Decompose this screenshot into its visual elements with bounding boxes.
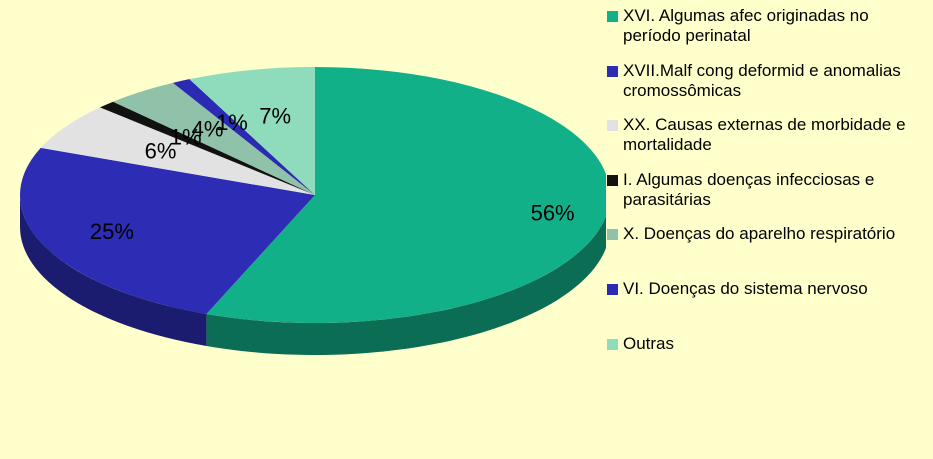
legend-item: I. Algumas doenças infecciosas e parasit… [607, 170, 929, 225]
data-label: 7% [259, 103, 291, 128]
legend-item: XVI. Algumas afec originadas no período … [607, 6, 929, 61]
pie-sides [20, 195, 606, 355]
slice-side [20, 195, 207, 347]
legend-item: XX. Causas externas de morbidade e morta… [607, 115, 929, 170]
legend-label: X. Doenças do aparelho respiratório [623, 224, 896, 244]
legend-item: X. Doenças do aparelho respiratório [607, 224, 929, 279]
legend-item: VI. Doenças do sistema nervoso [607, 279, 929, 334]
slice-side [206, 215, 606, 355]
legend-swatch [607, 283, 618, 295]
slice [172, 79, 315, 195]
data-label: 1% [216, 110, 248, 135]
data-label: 4% [192, 117, 224, 142]
legend-swatch [607, 174, 618, 186]
legend-swatch [607, 11, 618, 22]
legend-label: I. Algumas doenças infecciosas e parasit… [623, 169, 875, 209]
slice [206, 67, 606, 323]
slice [19, 147, 316, 315]
data-label: 56% [531, 200, 575, 225]
data-label: 25% [90, 219, 134, 244]
slice [40, 107, 315, 195]
slice [189, 67, 315, 195]
slice [113, 82, 316, 195]
legend-swatch [607, 65, 618, 77]
legend-swatch [607, 229, 618, 241]
legend-label: VI. Doenças do sistema nervoso [623, 278, 868, 298]
legend: XVI. Algumas afec originadas no período … [607, 6, 929, 388]
legend-swatch [607, 120, 618, 132]
legend-label: Outras [623, 333, 675, 353]
legend-item: XVII.Malf cong deformid e anomalias crom… [607, 61, 929, 116]
pie-area: 56%25%6%1%4%1% 7% [19, 67, 606, 355]
data-label: 6% [145, 138, 177, 163]
legend-label: XX. Causas externas de morbidade e morta… [623, 115, 906, 155]
legend-label: XVI. Algumas afec originadas no período … [623, 6, 869, 45]
slice [99, 101, 315, 195]
legend-swatch [607, 338, 618, 350]
legend-item: Outras [607, 334, 929, 389]
legend-label: XVII.Malf cong deformid e anomalias crom… [623, 60, 901, 100]
data-label: 1% [170, 125, 202, 150]
